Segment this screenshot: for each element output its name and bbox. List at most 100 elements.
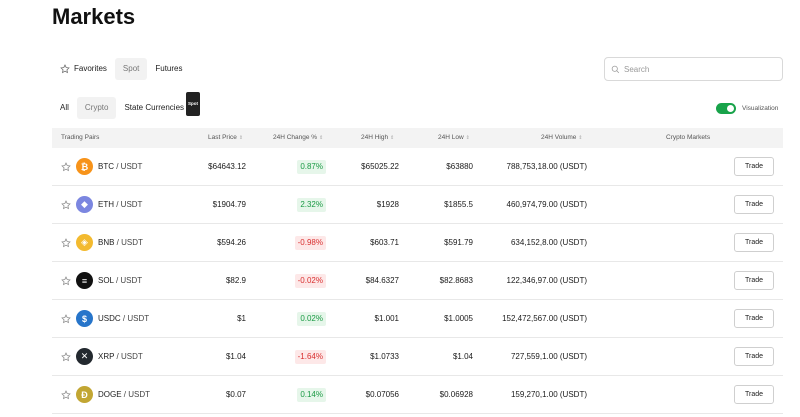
low-price: $82.8683: [439, 276, 473, 285]
trade-button[interactable]: Trade: [734, 309, 774, 328]
volume: 122,346,97.00 (USDT): [506, 276, 588, 285]
col-24h-low[interactable]: 24H Low ⇕: [438, 128, 470, 148]
pair-name: SOL / USDT: [98, 262, 142, 299]
col-label: 24H Low: [438, 134, 464, 141]
coin-glyph: ◆: [81, 199, 88, 209]
last-price: $82.9: [225, 276, 246, 285]
low-price: $1855.5: [444, 200, 473, 209]
trade-button[interactable]: Trade: [734, 385, 774, 404]
table-row[interactable]: ≡ SOL / USDT $82.9 -0.02% $84.6327 $82.8…: [52, 262, 783, 300]
tab-label: State Currencies: [124, 103, 185, 112]
category-tabs: All Crypto State Currencies Spot: [52, 92, 208, 119]
trade-button[interactable]: Trade: [734, 347, 774, 366]
col-label: Trading Pairs: [61, 134, 100, 141]
dogecoin-icon: Ð: [76, 386, 93, 403]
favorite-star-icon[interactable]: [61, 276, 71, 286]
pair-base: SOL: [98, 276, 114, 285]
pair-quote: / USDT: [114, 200, 143, 209]
favorite-star-icon[interactable]: [61, 238, 71, 248]
usdc-icon: $: [76, 310, 93, 327]
bitcoin-icon: ₿: [76, 158, 93, 175]
high-price: $65025.22: [361, 162, 399, 171]
pair-name: XRP / USDT: [98, 338, 143, 375]
tab-state-currencies[interactable]: State Currencies Spot: [116, 92, 208, 119]
pair-base: BTC: [98, 162, 114, 171]
volume: 634,152,8.00 (USDT): [510, 238, 587, 247]
last-price: $594.26: [217, 238, 246, 247]
pair-base: BNB: [98, 238, 115, 247]
pair-quote: / USDT: [113, 276, 143, 285]
tab-label: Spot: [122, 64, 140, 73]
pair-base: ETH: [98, 200, 114, 209]
coin-glyph: $: [81, 313, 87, 324]
tab-label: Crypto: [84, 103, 109, 112]
trade-button[interactable]: Trade: [734, 195, 774, 214]
high-price: $603.71: [370, 238, 399, 247]
search-box[interactable]: [604, 57, 783, 81]
coin-glyph: ≡: [81, 275, 88, 286]
search-input[interactable]: [624, 64, 774, 74]
trade-button[interactable]: Trade: [734, 233, 774, 252]
volume: 152,472,567.00 (USDT): [502, 314, 587, 323]
change-badge: 0.14%: [297, 388, 326, 402]
table-row[interactable]: ₿ BTC / USDT $64643.12 0.87% $65025.22 $…: [52, 148, 783, 186]
volume: 727,559,1.00 (USDT): [510, 352, 587, 361]
pair-quote: / USDT: [114, 238, 143, 247]
last-price: $1904.79: [212, 200, 246, 209]
col-24h-volume[interactable]: 24H Volume ⇕: [541, 128, 583, 148]
tab-all[interactable]: All: [52, 97, 77, 119]
last-price: $1: [237, 314, 246, 323]
col-24h-change[interactable]: 24H Change % ⇕: [273, 128, 323, 148]
col-crypto-markets: Crypto Markets: [666, 128, 710, 148]
col-label: Crypto Markets: [666, 134, 711, 141]
favorite-star-icon[interactable]: [61, 314, 71, 324]
sort-icon: ⇕: [319, 135, 324, 141]
spot-badge: Spot: [186, 92, 201, 116]
table-row[interactable]: ◆ ETH / USDT $1904.79 2.32% $1928 $1855.…: [52, 186, 783, 224]
tab-futures[interactable]: Futures: [147, 58, 190, 80]
tab-spot[interactable]: Spot: [114, 58, 148, 80]
table-header: Trading Pairs Last Price ⇕ 24H Change % ⇕ …: [52, 128, 783, 148]
favorite-star-icon[interactable]: [61, 352, 71, 362]
tab-label: Futures: [155, 64, 183, 73]
pair-name: DOGE / USDT: [98, 376, 150, 413]
col-24h-high[interactable]: 24H High ⇕: [361, 128, 394, 148]
tab-label: All: [60, 103, 69, 112]
tab-crypto[interactable]: Crypto: [76, 97, 117, 119]
pair-name: BNB / USDT: [98, 224, 143, 261]
col-label: 24H High: [361, 134, 389, 141]
last-price: $64643.12: [208, 162, 246, 171]
change-badge: -0.02%: [294, 274, 326, 288]
table-row[interactable]: $ USDC / USDT $1 0.02% $1.001 $1.0005 15…: [52, 300, 783, 338]
table-row[interactable]: ✕ XRP / USDT $1.04 -1.64% $1.0733 $1.04 …: [52, 338, 783, 376]
tab-favorites[interactable]: Favorites: [52, 58, 115, 80]
solana-icon: ≡: [76, 272, 93, 289]
binance-icon: ◈: [76, 234, 93, 251]
low-price: $63880: [446, 162, 473, 171]
search-icon: [611, 65, 620, 73]
pair-base: USDC: [98, 314, 121, 323]
high-price: $84.6327: [365, 276, 399, 285]
visualization-toggle[interactable]: [716, 103, 736, 114]
low-price: $1.0005: [444, 314, 473, 323]
favorite-star-icon[interactable]: [61, 162, 71, 172]
table-row[interactable]: Ð DOGE / USDT $0.07 0.14% $0.07056 $0.06…: [52, 376, 783, 414]
coin-glyph: ✕: [80, 351, 89, 361]
change-badge: -1.64%: [294, 350, 326, 364]
high-price: $1.001: [374, 314, 399, 323]
col-last-price[interactable]: Last Price ⇕: [208, 128, 243, 148]
tab-label: Favorites: [74, 64, 107, 73]
page-title: Markets: [52, 4, 136, 29]
pair-base: DOGE: [98, 390, 122, 399]
trade-button[interactable]: Trade: [734, 271, 774, 290]
table-row[interactable]: ◈ BNB / USDT $594.26 -0.98% $603.71 $591…: [52, 224, 783, 262]
high-price: $0.07056: [365, 390, 399, 399]
last-price: $0.07: [225, 390, 246, 399]
high-price: $1.0733: [370, 352, 399, 361]
visualization-label: Visualization: [742, 105, 779, 112]
coin-glyph: Ð: [81, 389, 88, 400]
favorite-star-icon[interactable]: [61, 390, 71, 400]
pair-quote: / USDT: [114, 162, 143, 171]
trade-button[interactable]: Trade: [734, 157, 774, 176]
favorite-star-icon[interactable]: [61, 200, 71, 210]
